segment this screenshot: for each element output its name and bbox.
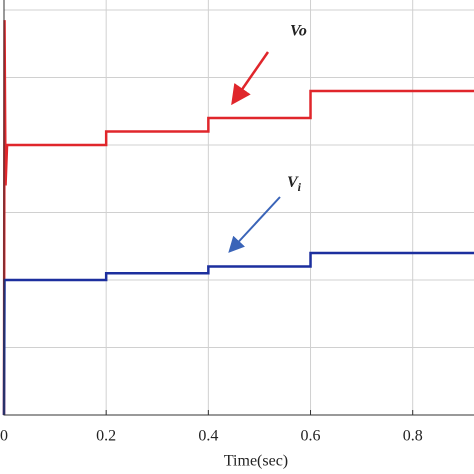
x-tick-label: 0.8 [403,428,423,445]
arrow [228,196,281,253]
annotation: Vi [287,174,302,194]
x-tick-label: 0.4 [198,428,218,445]
plot-frame [3,0,474,416]
series-line [2,20,474,416]
x-axis-label: Time(sec) [224,453,288,470]
annotation: Vo [290,23,307,40]
annotation-subscript: i [298,180,302,194]
x-tick-label: 0 [0,428,8,445]
x-tick-label: 0.2 [96,428,116,445]
annotation-text: V [287,174,299,191]
series-line [2,251,474,416]
x-tick-label: 0.6 [301,428,321,445]
arrow [231,51,270,106]
plot-lines [2,20,474,416]
grid [3,0,474,416]
